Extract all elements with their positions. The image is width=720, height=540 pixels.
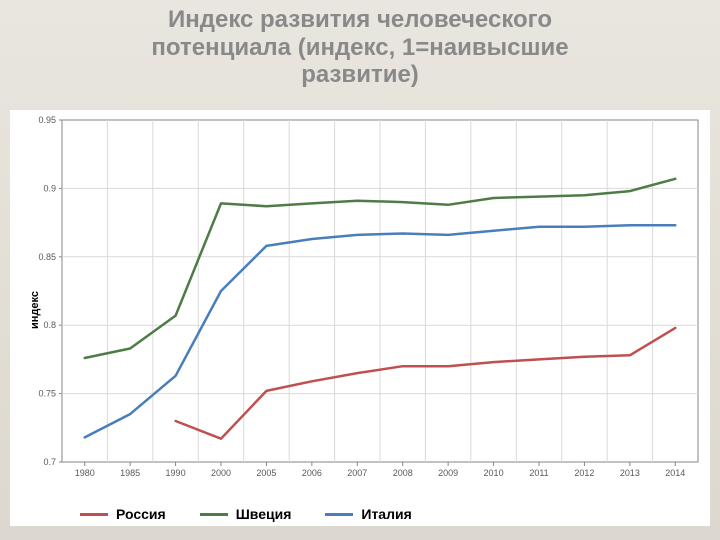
x-tick-label: 2011	[529, 468, 548, 478]
legend: Россия Швеция Италия	[80, 506, 412, 522]
x-tick-label: 2007	[347, 468, 367, 478]
y-tick-label: 0.8	[43, 320, 56, 330]
legend-swatch	[325, 513, 353, 516]
x-tick-label: 1985	[120, 468, 140, 478]
x-tick-label: 1990	[166, 468, 186, 478]
x-tick-label: 2014	[665, 468, 685, 478]
line-chart: 0.7 0.75 0.8 0.85 0.9 0.95 1980 1985 1990 2000 200…	[10, 110, 710, 526]
y-tick-label: 0.85	[38, 252, 56, 262]
title-line3: развитие)	[301, 61, 419, 88]
y-tick-label: 0.9	[43, 183, 56, 193]
title-line2: потенциала (индекс, 1=наивысшие	[151, 34, 568, 61]
chart-panel: индекс 0.70.750.80.850.90.95198019851990…	[10, 110, 710, 526]
x-tick-label: 2009	[438, 468, 458, 478]
x-tick-label: 2006	[302, 468, 322, 478]
legend-item: Россия	[80, 506, 166, 522]
y-tick-label: 0.95	[38, 115, 56, 125]
x-tick-label: 2000	[211, 468, 231, 478]
x-tick-label: 2008	[393, 468, 413, 478]
legend-swatch	[200, 513, 228, 516]
x-tick-label: 2005	[256, 468, 276, 478]
legend-label: Италия	[361, 506, 411, 522]
y-tick-label: 0.7	[43, 457, 56, 467]
title-line1: Индекс развития человеческого	[168, 6, 552, 33]
legend-label: Швеция	[236, 506, 292, 522]
x-tick-label: 2013	[620, 468, 640, 478]
legend-label: Россия	[116, 506, 166, 522]
legend-swatch	[80, 513, 108, 516]
chart-svg: 0.7 0.75 0.8 0.85 0.9 0.95 1980 1985 1990 2000 200…	[10, 110, 710, 490]
legend-item: Италия	[325, 506, 411, 522]
legend-item: Швеция	[200, 506, 292, 522]
x-tick-label: 1980	[75, 468, 95, 478]
slide: Индекс развития человеческого потенциала…	[0, 0, 720, 540]
x-tick-label: 2012	[574, 468, 594, 478]
y-tick-label: 0.75	[38, 389, 56, 399]
page-title: Индекс развития человеческого потенциала…	[0, 6, 720, 89]
x-tick-label: 2010	[484, 468, 504, 478]
